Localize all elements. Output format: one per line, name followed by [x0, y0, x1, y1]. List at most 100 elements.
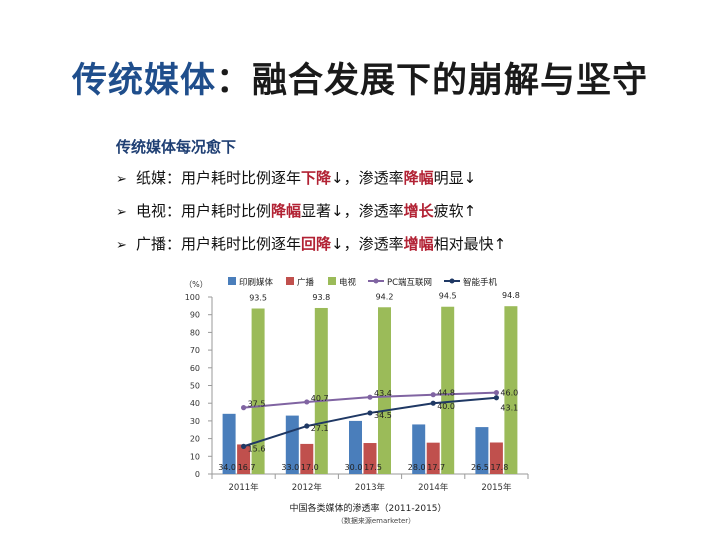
bullet-text: 纸媒：用户耗时比例逐年: [136, 169, 302, 187]
line-value-label: 27.1: [311, 424, 329, 433]
x-tick-label: 2014年: [418, 482, 449, 493]
point-PC端互联网: [367, 394, 373, 400]
bullet-highlight: 降幅: [403, 169, 434, 187]
bullet-text: 显著↓，渗透率: [301, 202, 404, 220]
point-PC端互联网: [304, 399, 310, 405]
bullet-arrow-icon: ➢: [116, 205, 127, 220]
title-rest: ：融合发展下的崩解与坚守: [216, 61, 649, 101]
bullet-arrow-icon: ➢: [116, 238, 127, 253]
y-tick-label: 100: [185, 293, 200, 302]
bar-value-label: 28.0: [408, 463, 426, 472]
legend-label: 智能手机: [463, 277, 498, 288]
bar-印刷媒体: [412, 424, 426, 474]
bullet-text: 相对最快↑: [433, 235, 507, 253]
bullet-item: ➢ 广播：用户耗时比例逐年回降↓，渗透率增幅相对最快↑: [116, 233, 676, 266]
bullet-list: ➢ 纸媒：用户耗时比例逐年下降↓，渗透率降幅明显↓ ➢ 电视：用户耗时比例降幅显著↓，…: [116, 167, 676, 266]
bar-印刷媒体: [349, 420, 362, 474]
y-tick-label: 70: [190, 346, 200, 355]
bar-电视: [441, 306, 455, 474]
x-tick-label: 2015年: [481, 482, 512, 493]
bar-value-label: 17.8: [490, 463, 508, 472]
legend-swatch: [286, 277, 294, 285]
bullet-text: 明显↓: [433, 169, 477, 187]
bar-value-label: 93.5: [249, 294, 267, 303]
bullet-highlight: 回降: [301, 235, 332, 253]
point-PC端互联网: [430, 392, 436, 398]
legend-swatch: [228, 277, 236, 285]
legend-label: 电视: [339, 277, 357, 288]
bar-广播: [426, 442, 440, 474]
y-tick-label: 40: [190, 399, 200, 408]
line-value-label: 40.7: [311, 394, 329, 403]
bar-广播: [237, 444, 251, 474]
y-tick-label: 30: [190, 417, 200, 426]
bar-电视: [314, 307, 328, 474]
line-value-label: 44.8: [437, 389, 455, 398]
bar-电视: [378, 307, 391, 474]
bar-value-label: 17.0: [301, 463, 319, 472]
bullet-highlight: 下降: [301, 169, 332, 187]
bullet-text: 疲软↑: [433, 202, 477, 220]
legend-marker: [449, 278, 455, 284]
bar-value-label: 93.8: [312, 293, 330, 302]
bar-value-label: 94.8: [502, 291, 520, 300]
point-智能手机: [241, 443, 247, 449]
y-tick-label: 90: [190, 311, 200, 320]
bar-印刷媒体: [222, 413, 236, 474]
bar-value-label: 34.0: [218, 463, 236, 472]
bar-value-label: 94.2: [376, 292, 394, 301]
point-智能手机: [367, 410, 373, 416]
bullet-highlight: 增长: [403, 202, 434, 220]
y-tick-label: 0: [195, 470, 200, 479]
line-value-label: 15.6: [248, 444, 266, 453]
legend-label: PC端互联网: [387, 277, 432, 288]
y-tick-label: 50: [190, 382, 200, 391]
point-PC端互联网: [493, 389, 499, 396]
bullet-item: ➢ 纸媒：用户耗时比例逐年下降↓，渗透率降幅明显↓: [116, 167, 676, 200]
y-tick-label: 80: [190, 328, 200, 337]
bar-value-label: 33.0: [281, 463, 299, 472]
bullet-text: 电视：用户耗时比例: [136, 202, 272, 220]
legend-marker: [373, 278, 379, 284]
chart-title: 中国各类媒体的渗透率（2011-2015）: [289, 502, 446, 514]
bullet-arrow-icon: ➢: [116, 172, 127, 187]
bar-电视: [504, 306, 518, 474]
bullet-text: ↓，渗透率: [331, 169, 404, 187]
line-value-label: 34.5: [374, 411, 392, 420]
bullet-highlight: 降幅: [271, 202, 302, 220]
x-tick-label: 2012年: [292, 482, 323, 493]
bullet-text: 广播：用户耗时比例逐年: [136, 235, 302, 253]
y-tick-label: 60: [190, 364, 200, 373]
x-tick-label: 2011年: [229, 482, 260, 493]
bar-印刷媒体: [475, 427, 489, 474]
bar-广播: [363, 443, 377, 474]
point-智能手机: [304, 423, 310, 429]
bar-value-label: 94.5: [439, 292, 457, 301]
bullet-highlight: 增幅: [403, 235, 434, 253]
subheading: 传统媒体每况愈下: [116, 138, 237, 156]
bar-value-label: 16.7: [238, 463, 256, 472]
bar-value-label: 26.5: [471, 463, 489, 472]
x-tick-label: 2013年: [355, 482, 386, 493]
y-tick-label: 20: [190, 435, 200, 444]
bullet-section: 传统媒体每况愈下 ➢ 纸媒：用户耗时比例逐年下降↓，渗透率降幅明显↓ ➢ 电视：用户耗…: [116, 136, 676, 266]
chart-source-note: （数据来源emarketer）: [337, 516, 415, 525]
bullet-text: ↓，渗透率: [331, 235, 404, 253]
point-PC端互联网: [241, 405, 247, 411]
bar-广播: [300, 443, 314, 474]
legend-label: 印刷媒体: [239, 277, 274, 288]
title-highlight: 传统媒体: [71, 61, 216, 101]
y-tick-label: 10: [190, 452, 200, 461]
bar-value-label: 17.5: [364, 463, 382, 472]
point-智能手机: [430, 400, 436, 406]
legend-swatch: [328, 277, 336, 285]
bar-广播: [489, 442, 503, 474]
y-axis-unit: （%）: [184, 280, 208, 289]
bar-value-label: 30.0: [345, 463, 363, 472]
line-value-label: 46.0: [500, 389, 518, 398]
line-value-label: 43.1: [500, 404, 518, 413]
slide-title: 传统媒体：融合发展下的崩解与坚守: [0, 52, 720, 103]
line-value-label: 40.0: [437, 402, 455, 411]
bullet-item: ➢ 电视：用户耗时比例降幅显著↓，渗透率增长疲软↑: [116, 200, 676, 233]
